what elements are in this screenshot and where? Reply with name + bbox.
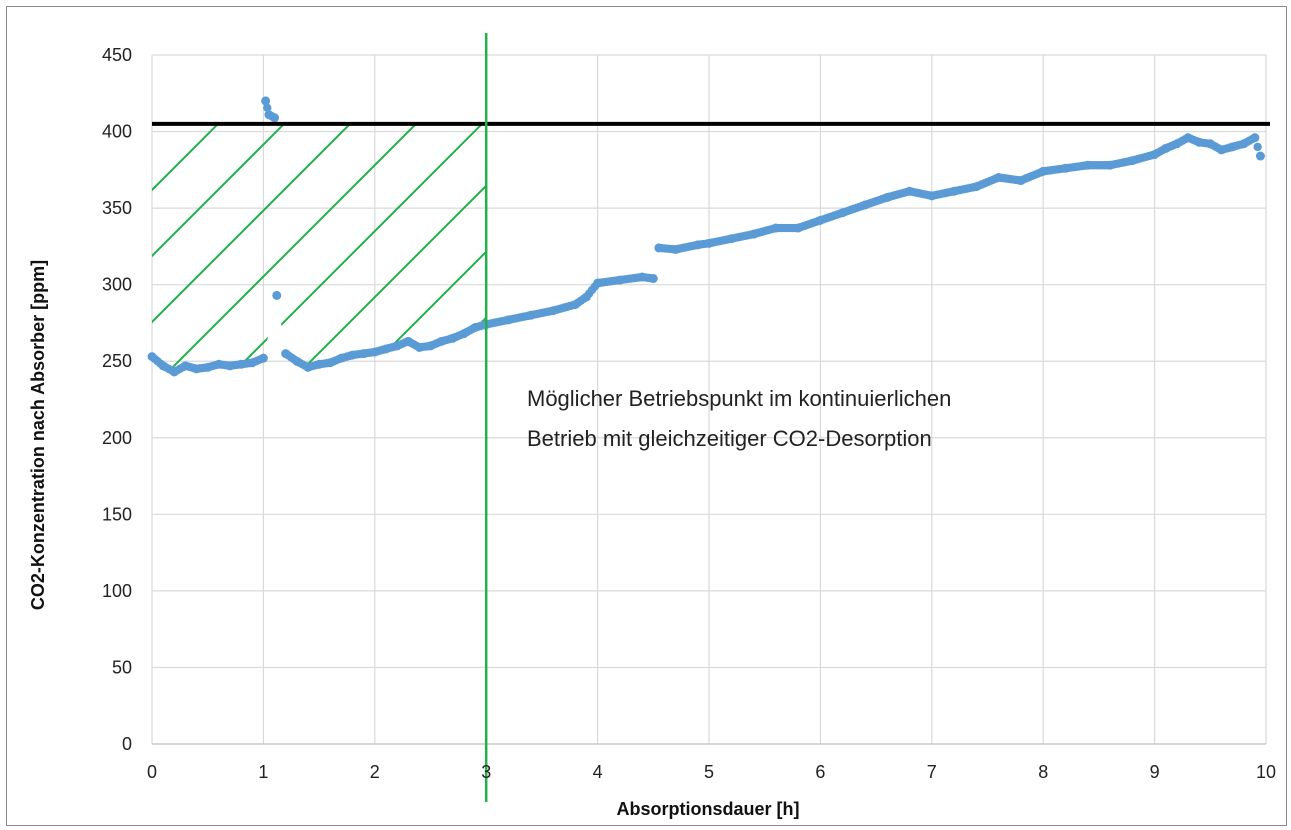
hatched-region	[152, 123, 746, 377]
hatch-line	[493, 124, 746, 377]
x-tick-label: 4	[593, 762, 603, 782]
y-tick-label: 50	[112, 657, 132, 677]
data-point	[1253, 142, 1262, 152]
x-tick-label: 8	[1038, 762, 1048, 782]
x-axis-label: Absorptionsdauer [h]	[617, 799, 800, 819]
x-tick-label: 1	[258, 762, 268, 782]
data-point	[256, 355, 265, 364]
data-point	[1255, 151, 1265, 161]
data-point	[267, 112, 276, 121]
data-point	[646, 273, 655, 283]
x-tick-label: 6	[815, 762, 825, 782]
hatch-line	[162, 123, 417, 372]
chart-frame	[6, 6, 1287, 826]
hatch-line	[426, 123, 487, 372]
y-tick-label: 300	[102, 275, 132, 295]
data-point	[272, 290, 282, 300]
x-tick-label: 10	[1256, 762, 1276, 782]
x-tick-label: 7	[927, 762, 937, 782]
hatch-line	[152, 123, 219, 372]
y-tick-label: 400	[102, 122, 132, 142]
data-point	[579, 294, 588, 304]
x-tick-labels: 0 1 2 3 4 5 6 7 8 9 10	[147, 762, 1276, 782]
y-tick-label: 100	[102, 581, 132, 601]
y-tick-label: 250	[102, 351, 132, 371]
annotation-line-2: Betrieb mit gleichzeitiger CO2-Desorptio…	[527, 426, 932, 451]
annotation-line-1: Möglicher Betriebspunkt im kontinuierlic…	[527, 386, 951, 411]
hatch-line	[360, 123, 487, 372]
hatch-line	[152, 123, 351, 372]
hatch-line	[294, 123, 487, 372]
y-tick-label: 200	[102, 428, 132, 448]
data-points	[147, 96, 1265, 377]
data-point	[1247, 135, 1257, 144]
x-tick-label: 2	[370, 762, 380, 782]
hatch-line	[152, 123, 285, 372]
y-tick-label: 350	[102, 198, 132, 218]
y-tick-label: 0	[122, 734, 132, 754]
y-tick-labels: 0 50 100 150 200 250 300 350 400 450	[102, 45, 132, 754]
y-tick-label: 450	[102, 45, 132, 65]
x-tick-label: 3	[481, 762, 491, 782]
y-axis-label: CO2-Konzentration nach Absorber [ppm]	[28, 260, 48, 610]
x-tick-label: 0	[147, 762, 157, 782]
data-point	[263, 103, 272, 113]
x-tick-label: 9	[1150, 762, 1160, 782]
x-tick-label: 5	[704, 762, 714, 782]
hatch-line	[152, 123, 153, 372]
y-tick-label: 150	[102, 504, 132, 524]
data-point	[261, 96, 271, 106]
